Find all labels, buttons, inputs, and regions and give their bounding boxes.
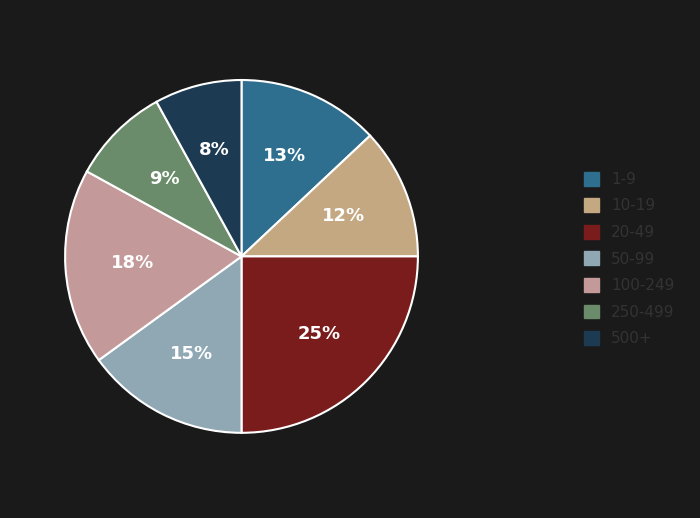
Text: 13%: 13% <box>263 147 307 165</box>
Wedge shape <box>241 136 418 256</box>
Text: 18%: 18% <box>111 254 154 272</box>
Text: 15%: 15% <box>170 345 214 363</box>
Text: 9%: 9% <box>149 170 179 188</box>
Text: 12%: 12% <box>321 207 365 225</box>
Wedge shape <box>241 80 370 256</box>
Wedge shape <box>157 80 242 256</box>
Legend: 1-9, 10-19, 20-49, 50-99, 100-249, 250-499, 500+: 1-9, 10-19, 20-49, 50-99, 100-249, 250-4… <box>584 172 675 346</box>
Wedge shape <box>241 256 418 433</box>
Wedge shape <box>99 256 241 433</box>
Text: 25%: 25% <box>298 325 340 343</box>
Text: 8%: 8% <box>199 141 230 160</box>
Wedge shape <box>65 171 242 360</box>
Wedge shape <box>87 102 242 256</box>
